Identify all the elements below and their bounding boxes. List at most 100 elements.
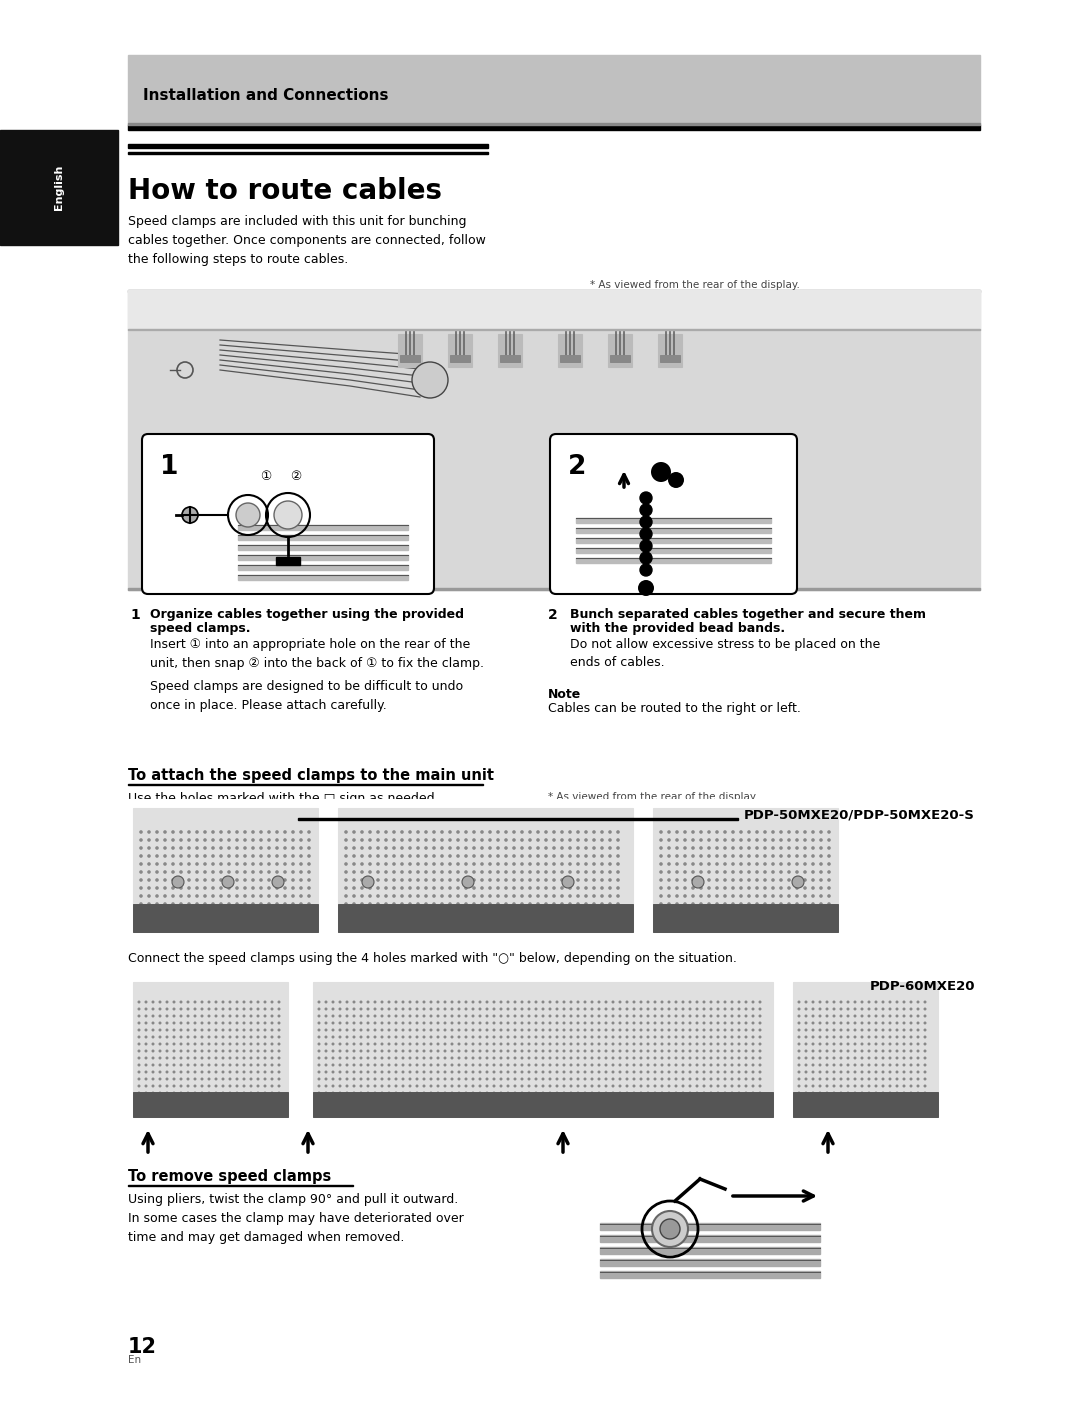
Circle shape — [820, 839, 823, 841]
Circle shape — [724, 1007, 727, 1010]
Circle shape — [881, 1106, 885, 1109]
Circle shape — [881, 1078, 885, 1081]
Circle shape — [639, 1021, 643, 1024]
Circle shape — [608, 862, 611, 865]
Circle shape — [647, 1092, 649, 1095]
Circle shape — [779, 878, 783, 882]
Circle shape — [172, 870, 175, 874]
Circle shape — [299, 910, 302, 913]
Circle shape — [338, 1036, 341, 1038]
Circle shape — [249, 1092, 253, 1095]
Circle shape — [696, 1106, 699, 1109]
Circle shape — [221, 1071, 225, 1074]
Circle shape — [145, 1029, 148, 1031]
Bar — [129, 801, 980, 940]
Circle shape — [584, 830, 588, 834]
Circle shape — [187, 886, 191, 889]
Circle shape — [243, 910, 247, 913]
Circle shape — [235, 1029, 239, 1031]
Circle shape — [591, 1029, 594, 1031]
Circle shape — [481, 846, 484, 850]
Circle shape — [360, 1113, 363, 1116]
Circle shape — [292, 910, 295, 913]
Circle shape — [486, 1106, 488, 1109]
Circle shape — [173, 1064, 175, 1067]
Circle shape — [416, 1014, 419, 1017]
Circle shape — [243, 1057, 245, 1059]
Circle shape — [441, 886, 444, 889]
Circle shape — [145, 1113, 148, 1116]
Circle shape — [173, 1078, 175, 1081]
Circle shape — [825, 1036, 828, 1038]
Circle shape — [252, 886, 255, 889]
Circle shape — [696, 1007, 699, 1010]
Circle shape — [758, 1106, 761, 1109]
Text: To remove speed clamps: To remove speed clamps — [129, 1169, 332, 1185]
Circle shape — [584, 895, 588, 898]
Circle shape — [444, 1113, 446, 1116]
Circle shape — [771, 854, 774, 858]
Circle shape — [360, 1014, 363, 1017]
Circle shape — [699, 839, 703, 841]
Circle shape — [895, 1000, 899, 1003]
Circle shape — [450, 1000, 454, 1003]
Circle shape — [456, 910, 460, 913]
Circle shape — [380, 1113, 383, 1116]
Circle shape — [764, 839, 767, 841]
Circle shape — [299, 902, 302, 906]
Circle shape — [352, 878, 355, 882]
Circle shape — [203, 839, 206, 841]
Circle shape — [608, 839, 611, 841]
Text: 1: 1 — [130, 608, 139, 622]
Circle shape — [441, 902, 444, 906]
Circle shape — [352, 1043, 355, 1045]
Circle shape — [779, 895, 783, 898]
Circle shape — [795, 902, 799, 906]
Bar — [600, 1223, 820, 1230]
Circle shape — [156, 846, 159, 850]
Circle shape — [681, 1099, 685, 1102]
Circle shape — [203, 846, 206, 850]
Circle shape — [853, 1106, 856, 1109]
Circle shape — [478, 1029, 482, 1031]
Circle shape — [696, 1057, 699, 1059]
Circle shape — [201, 1085, 203, 1088]
Circle shape — [179, 1113, 183, 1116]
Circle shape — [699, 919, 703, 922]
Circle shape — [659, 902, 663, 906]
Circle shape — [805, 1036, 808, 1038]
Circle shape — [633, 1029, 635, 1031]
Circle shape — [207, 1113, 211, 1116]
Circle shape — [715, 878, 719, 882]
Circle shape — [653, 1007, 657, 1010]
Circle shape — [583, 1078, 586, 1081]
Circle shape — [307, 830, 311, 834]
Circle shape — [249, 1000, 253, 1003]
Circle shape — [512, 870, 516, 874]
Circle shape — [299, 862, 302, 865]
Bar — [313, 982, 773, 1117]
Circle shape — [481, 919, 484, 922]
Circle shape — [207, 1043, 211, 1045]
Circle shape — [639, 1064, 643, 1067]
Circle shape — [338, 1099, 341, 1102]
Circle shape — [352, 1078, 355, 1081]
Circle shape — [159, 1043, 162, 1045]
Circle shape — [600, 870, 604, 874]
Circle shape — [696, 1078, 699, 1081]
Circle shape — [738, 1007, 741, 1010]
Circle shape — [820, 878, 823, 882]
Circle shape — [408, 1064, 411, 1067]
Circle shape — [696, 1050, 699, 1052]
Circle shape — [345, 886, 348, 889]
Circle shape — [235, 1071, 239, 1074]
Circle shape — [583, 1099, 586, 1102]
Circle shape — [667, 839, 671, 841]
Circle shape — [625, 1078, 629, 1081]
Circle shape — [715, 854, 719, 858]
Circle shape — [163, 846, 166, 850]
Circle shape — [787, 830, 791, 834]
Circle shape — [352, 1064, 355, 1067]
Circle shape — [478, 1021, 482, 1024]
Circle shape — [408, 1085, 411, 1088]
